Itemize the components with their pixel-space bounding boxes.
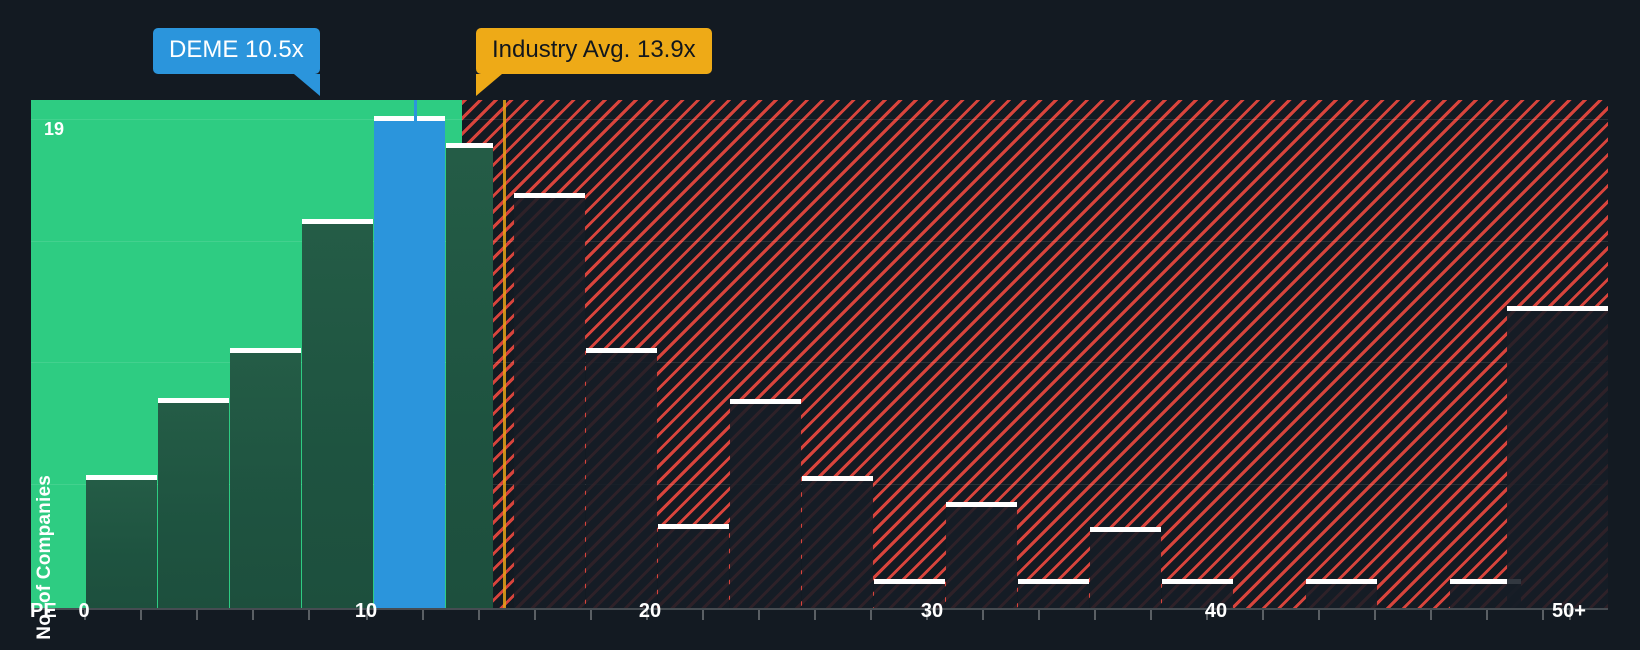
- histogram-bar[interactable]: [230, 348, 301, 608]
- x-axis-tick: [814, 610, 816, 620]
- histogram-bar[interactable]: [514, 193, 585, 608]
- industry-average-callout[interactable]: Industry Avg. 13.9x: [476, 28, 712, 96]
- x-axis-tick: [196, 610, 198, 620]
- bar-cap: [874, 579, 945, 584]
- histogram-bar[interactable]: [946, 502, 1017, 608]
- histogram-bar[interactable]: [874, 579, 945, 608]
- histogram-bar[interactable]: [730, 399, 801, 608]
- y-axis-max-label: 19: [44, 119, 65, 139]
- x-axis-tick-label: 30: [920, 600, 944, 622]
- x-axis-tick: [1486, 610, 1488, 620]
- plot-area: [31, 100, 1608, 608]
- bar-cap: [1507, 306, 1608, 311]
- bar-cap: [1450, 579, 1521, 584]
- x-axis-tick: [1150, 610, 1152, 620]
- x-axis-tick-label: 50+: [1552, 600, 1586, 622]
- x-axis-tick-label: 0: [78, 600, 90, 622]
- bar-cap: [1018, 579, 1089, 584]
- x-axis-tick: [982, 610, 984, 620]
- x-axis-tick-label: 20: [638, 600, 662, 622]
- company-marker-line: [414, 100, 417, 608]
- bar-cap: [446, 143, 493, 148]
- x-axis-tick-label: 10: [354, 600, 378, 622]
- x-axis-tick: [478, 610, 480, 620]
- bar-cap: [158, 398, 229, 403]
- histogram-bar[interactable]: [1018, 579, 1089, 608]
- bar-cap: [1162, 579, 1233, 584]
- company-callout-label: DEME 10.5x: [169, 36, 304, 63]
- x-axis-tick: [1038, 610, 1040, 620]
- x-axis-tick: [870, 610, 872, 620]
- x-axis-tick-label: 40: [1204, 600, 1228, 622]
- histogram-bar[interactable]: [658, 524, 729, 608]
- histogram-bar[interactable]: [586, 348, 657, 608]
- x-axis-tick: [1542, 610, 1544, 620]
- x-axis-tick: [926, 610, 928, 620]
- bar-cap: [230, 348, 301, 353]
- bar-cap: [802, 476, 873, 481]
- histogram-bar[interactable]: [158, 398, 229, 608]
- x-axis-tick: [590, 610, 592, 620]
- bar-cap: [1090, 527, 1161, 532]
- bar-cap: [374, 116, 445, 121]
- x-axis-tick: [646, 610, 648, 620]
- histogram-bar[interactable]: [1306, 579, 1377, 608]
- x-axis-tick: [308, 610, 310, 620]
- x-axis-tick: [534, 610, 536, 620]
- x-axis-tick: [1374, 610, 1376, 620]
- histogram-bar[interactable]: [302, 219, 373, 608]
- histogram-bar[interactable]: [374, 116, 445, 608]
- histogram-bar[interactable]: [1162, 579, 1233, 608]
- x-axis-tick: [366, 610, 368, 620]
- bar-cap: [658, 524, 729, 529]
- y-axis-title: No. of Companies: [34, 475, 55, 640]
- bar-cap: [730, 399, 801, 404]
- x-axis-tick: [1430, 610, 1432, 620]
- x-axis-title: PE: [30, 600, 57, 622]
- histogram-bar[interactable]: [802, 476, 873, 608]
- industry-average-callout-tail: [476, 73, 502, 96]
- industry-average-callout-label: Industry Avg. 13.9x: [492, 36, 696, 63]
- bar-cap: [1306, 579, 1377, 584]
- x-axis-tick: [252, 610, 254, 620]
- company-callout-tail: [293, 73, 320, 96]
- x-axis-tick: [758, 610, 760, 620]
- histogram-bar[interactable]: [1507, 306, 1608, 608]
- histogram-bar[interactable]: [1090, 527, 1161, 608]
- bar-cap: [514, 193, 585, 198]
- company-callout[interactable]: DEME 10.5x: [153, 28, 320, 96]
- x-axis-tick: [422, 610, 424, 620]
- bar-cap: [86, 475, 157, 480]
- x-axis-tick: [1318, 610, 1320, 620]
- x-axis-tick: [1206, 610, 1208, 620]
- bar-cap: [586, 348, 657, 353]
- x-axis-tick: [1262, 610, 1264, 620]
- bar-cap: [302, 219, 373, 224]
- industry-average-marker-line: [503, 100, 506, 608]
- x-axis-tick: [1569, 610, 1571, 620]
- x-axis-tick: [140, 610, 142, 620]
- bar-cap: [946, 502, 1017, 507]
- x-axis-tick: [1094, 610, 1096, 620]
- x-axis-tick: [702, 610, 704, 620]
- x-axis: [31, 608, 1608, 610]
- histogram-bar[interactable]: [446, 143, 493, 608]
- histogram-bar[interactable]: [86, 475, 157, 608]
- x-axis-tick: [84, 610, 86, 620]
